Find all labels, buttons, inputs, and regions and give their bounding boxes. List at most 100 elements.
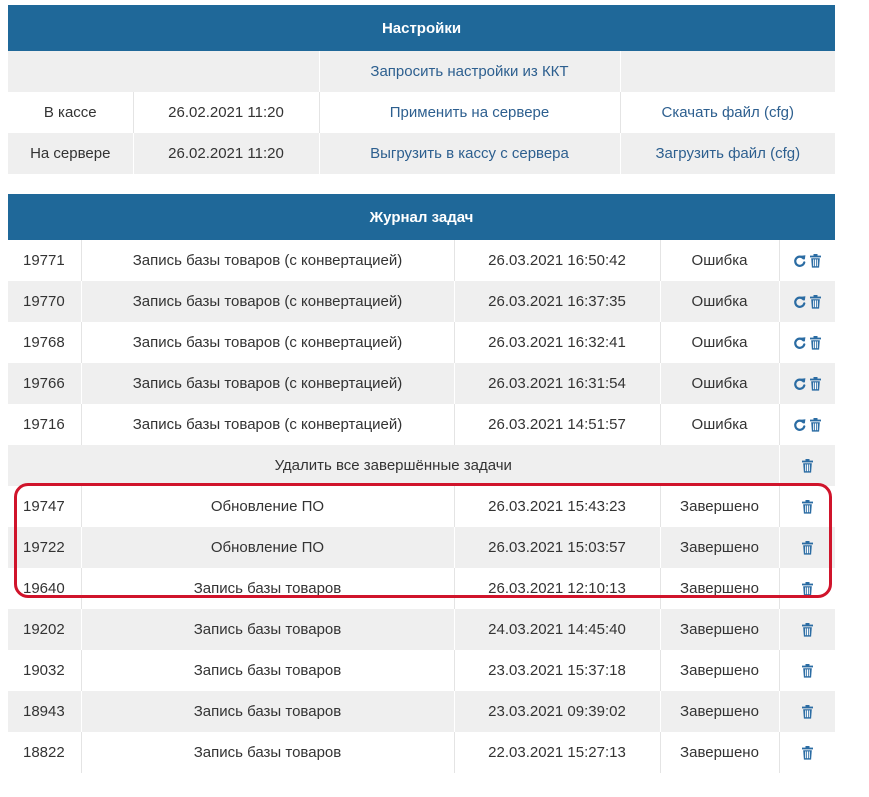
done-tasks-list: 19747 Обновление ПО 26.03.2021 15:43:23 Зав…: [8, 486, 836, 773]
task-datetime: 23.03.2021 09:39:02: [454, 691, 661, 732]
task-actions: [779, 363, 836, 404]
task-status: Ошибка: [660, 363, 780, 404]
task-datetime: 26.03.2021 16:50:42: [454, 240, 661, 281]
task-name: Запись базы товаров (с конвертацией): [81, 322, 455, 363]
task-row: 19768 Запись базы товаров (с конвертацией…: [8, 322, 836, 363]
task-id: 19768: [8, 322, 82, 363]
task-actions: [779, 322, 836, 363]
task-status: Завершено: [660, 527, 780, 568]
task-datetime: 26.03.2021 16:37:35: [454, 281, 661, 322]
trash-icon[interactable]: [810, 295, 822, 309]
task-row: 19032 Запись базы товаров 23.03.2021 15:37…: [8, 650, 836, 691]
task-status: Ошибка: [660, 322, 780, 363]
trash-icon[interactable]: [801, 623, 813, 637]
journal-table: Журнал задач 19771 Запись базы товаров (с…: [8, 194, 836, 773]
delete-all-row: Удалить все завершённые задачи: [8, 445, 836, 486]
task-name: Запись базы товаров: [81, 732, 455, 773]
trash-icon[interactable]: [801, 500, 813, 514]
trash-icon[interactable]: [810, 377, 822, 391]
task-row: 19640 Запись базы товаров 26.03.2021 12:10…: [8, 568, 836, 609]
task-actions: [779, 568, 836, 609]
task-datetime: 26.03.2021 15:43:23: [454, 486, 661, 527]
download-file-button[interactable]: Скачать файл (cfg): [661, 104, 794, 121]
settings-table: Настройки Запросить настройки из ККТ В к…: [8, 5, 836, 174]
trash-icon[interactable]: [801, 746, 813, 760]
task-row: 19771 Запись базы товаров (с конвертацией…: [8, 240, 836, 281]
section-gap: [8, 174, 835, 194]
task-name: Запись базы товаров: [81, 691, 455, 732]
task-datetime: 24.03.2021 14:45:40: [454, 609, 661, 650]
task-id: 19716: [8, 404, 82, 445]
task-name: Запись базы товаров (с конвертацией): [81, 240, 455, 281]
error-tasks-list: 19771 Запись базы товаров (с конвертацией…: [8, 240, 836, 445]
task-id: 18943: [8, 691, 82, 732]
task-status: Ошибка: [660, 240, 780, 281]
trash-icon[interactable]: [810, 418, 822, 432]
refresh-icon[interactable]: [793, 418, 806, 432]
trash-icon[interactable]: [810, 254, 822, 268]
refresh-icon[interactable]: [793, 295, 806, 309]
task-id: 19770: [8, 281, 82, 322]
task-actions: [779, 486, 836, 527]
task-datetime: 22.03.2021 15:27:13: [454, 732, 661, 773]
settings-row-label: В кассе: [8, 92, 134, 133]
refresh-icon[interactable]: [793, 377, 806, 391]
task-actions: [779, 732, 836, 773]
refresh-icon[interactable]: [793, 336, 806, 350]
trash-icon[interactable]: [801, 664, 813, 678]
task-row: 19716 Запись базы товаров (с конвертацией…: [8, 404, 836, 445]
task-actions: [779, 281, 836, 322]
settings-empty-cell: [8, 51, 320, 92]
task-name: Запись базы товаров (с конвертацией): [81, 363, 455, 404]
task-datetime: 26.03.2021 12:10:13: [454, 568, 661, 609]
task-actions: [779, 404, 836, 445]
task-datetime: 26.03.2021 14:51:57: [454, 404, 661, 445]
task-row: 18822 Запись базы товаров 22.03.2021 15:27…: [8, 732, 836, 773]
settings-row-server: На сервере 26.02.2021 11:20 Выгрузить в …: [8, 133, 836, 174]
task-datetime: 26.03.2021 15:03:57: [454, 527, 661, 568]
trash-icon[interactable]: [810, 336, 822, 350]
task-status: Завершено: [660, 486, 780, 527]
task-id: 19722: [8, 527, 82, 568]
settings-row-date: 26.02.2021 11:20: [133, 92, 320, 133]
task-actions: [779, 650, 836, 691]
upload-to-kassa-button[interactable]: Выгрузить в кассу с сервера: [370, 145, 569, 162]
settings-empty-cell: [620, 51, 836, 92]
task-id: 19771: [8, 240, 82, 281]
task-name: Запись базы товаров (с конвертацией): [81, 281, 455, 322]
task-name: Запись базы товаров: [81, 568, 455, 609]
task-name: Запись базы товаров: [81, 609, 455, 650]
task-datetime: 26.03.2021 16:32:41: [454, 322, 661, 363]
task-status: Завершено: [660, 650, 780, 691]
task-status: Завершено: [660, 609, 780, 650]
settings-row-kassa: В кассе 26.02.2021 11:20 Применить на се…: [8, 92, 836, 133]
task-id: 19202: [8, 609, 82, 650]
request-settings-button[interactable]: Запросить настройки из ККТ: [370, 63, 569, 80]
task-id: 19032: [8, 650, 82, 691]
upload-file-button[interactable]: Загрузить файл (cfg): [655, 145, 801, 162]
task-actions: [779, 527, 836, 568]
task-datetime: 23.03.2021 15:37:18: [454, 650, 661, 691]
settings-title: Настройки: [8, 5, 836, 51]
journal-title: Журнал задач: [8, 194, 836, 240]
trash-icon[interactable]: [801, 459, 813, 473]
task-row: 19747 Обновление ПО 26.03.2021 15:43:23 Зав…: [8, 486, 836, 527]
refresh-icon[interactable]: [793, 254, 806, 268]
task-row: 19766 Запись базы товаров (с конвертацией…: [8, 363, 836, 404]
task-row: 19722 Обновление ПО 26.03.2021 15:03:57 Зав…: [8, 527, 836, 568]
trash-icon[interactable]: [801, 541, 813, 555]
trash-icon[interactable]: [801, 582, 813, 596]
task-row: 19770 Запись базы товаров (с конвертацией…: [8, 281, 836, 322]
trash-icon[interactable]: [801, 705, 813, 719]
delete-all-section: Удалить все завершённые задачи: [8, 445, 836, 486]
task-status: Завершено: [660, 568, 780, 609]
page-content: Настройки Запросить настройки из ККТ В к…: [8, 5, 836, 773]
task-name: Запись базы товаров: [81, 650, 455, 691]
task-actions: [779, 609, 836, 650]
task-id: 18822: [8, 732, 82, 773]
apply-on-server-button[interactable]: Применить на сервере: [389, 104, 550, 121]
task-name: Запись базы товаров (с конвертацией): [81, 404, 455, 445]
task-row: 19202 Запись базы товаров 24.03.2021 14:45…: [8, 609, 836, 650]
delete-all-label[interactable]: Удалить все завершённые задачи: [8, 445, 780, 486]
task-datetime: 26.03.2021 16:31:54: [454, 363, 661, 404]
